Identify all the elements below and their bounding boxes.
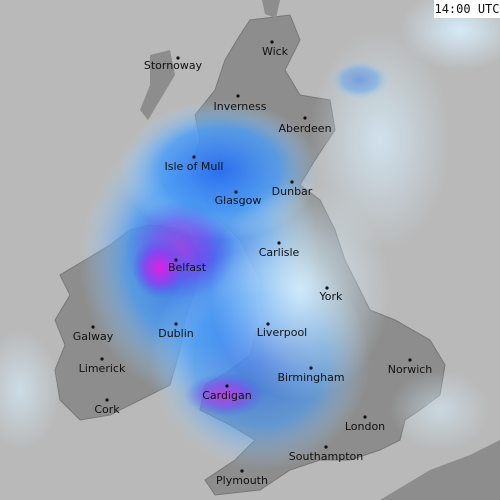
city-label: Dunbar	[272, 185, 313, 198]
city-dot	[192, 155, 196, 159]
city-dot	[309, 366, 313, 370]
city-label: Glasgow	[215, 194, 262, 207]
city-dot	[174, 322, 178, 326]
city-label: York	[319, 290, 344, 303]
city-labels: Stornoway Wick Inverness Aberdeen Isle of Mu…	[73, 40, 433, 487]
radar-echoes	[0, 0, 500, 470]
city-label: Galway	[73, 330, 114, 343]
land-shetland	[262, 0, 280, 18]
city-label: Limerick	[79, 362, 126, 375]
city-label: Inverness	[213, 100, 266, 113]
city-label: Cardigan	[202, 389, 252, 402]
city-dot	[105, 398, 109, 402]
city-dot	[270, 40, 274, 44]
city-label: Belfast	[168, 261, 207, 274]
city-dot	[174, 258, 178, 262]
city-dot	[325, 286, 329, 290]
city-label: Southampton	[289, 450, 363, 463]
city-dot	[363, 415, 367, 419]
city-label: Aberdeen	[278, 122, 331, 135]
city-label: Cork	[94, 403, 120, 416]
timestamp: 14:00 UTC	[434, 2, 499, 16]
city-dot	[236, 94, 240, 98]
city-dot	[240, 469, 244, 473]
city-label: Dublin	[158, 327, 194, 340]
city-label: Wick	[262, 45, 289, 58]
timestamp-box	[434, 0, 500, 18]
city-dot	[303, 116, 307, 120]
city-label: Norwich	[388, 363, 433, 376]
land-france	[380, 440, 500, 500]
city-dot	[91, 325, 95, 329]
city-dot	[266, 322, 270, 326]
city-label: Birmingham	[277, 371, 344, 384]
city-dot	[100, 357, 104, 361]
city-label: London	[345, 420, 385, 433]
city-label: Plymouth	[216, 474, 268, 487]
city-label: Carlisle	[259, 246, 300, 259]
city-dot	[290, 180, 294, 184]
city-label: Isle of Mull	[165, 160, 224, 173]
city-label: Liverpool	[257, 326, 307, 339]
city-dot	[225, 384, 229, 388]
city-dot	[324, 445, 328, 449]
city-dot	[234, 190, 238, 194]
land-hebrides	[140, 50, 175, 120]
city-dot	[176, 56, 180, 60]
city-dot	[408, 358, 412, 362]
city-label: Stornoway	[144, 59, 203, 72]
city-dot	[277, 241, 281, 245]
